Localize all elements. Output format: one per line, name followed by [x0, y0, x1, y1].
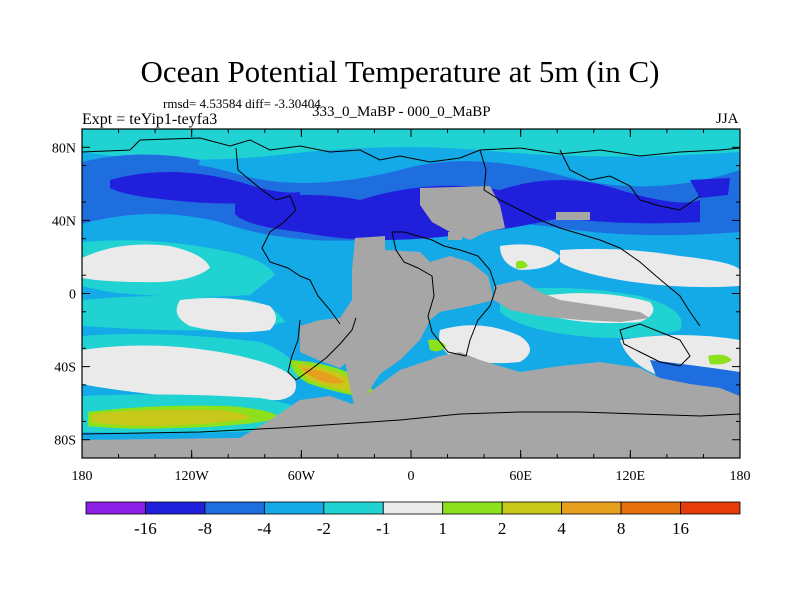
x-tick-label: 120E	[616, 469, 646, 484]
y-tick-label: 40S	[54, 361, 76, 376]
stats-label: rmsd= 4.53584 diff= -3.30404	[163, 96, 321, 111]
field-layer	[82, 129, 740, 458]
colorbar-label: -8	[198, 519, 212, 538]
colorbar-label: -16	[134, 519, 157, 538]
anomaly-region	[110, 171, 300, 204]
x-tick-label: 180	[72, 469, 93, 484]
coastline	[479, 149, 701, 327]
anomaly-region	[500, 244, 560, 270]
colorbar-label: 16	[672, 519, 689, 538]
anomaly-region	[302, 368, 344, 384]
coastline-overlay	[82, 137, 740, 435]
land-layer	[82, 186, 740, 458]
colorbar-swatch	[501, 501, 563, 515]
colorbar-label: -4	[257, 519, 272, 538]
anomaly-region	[428, 339, 446, 352]
colorbar-swatch	[561, 501, 622, 515]
anomaly-region	[82, 345, 296, 401]
colorbar-swatch	[323, 501, 384, 515]
land-mass	[300, 236, 494, 408]
coastline	[559, 149, 701, 211]
land-mass	[494, 280, 650, 322]
land-mass	[556, 212, 590, 220]
comparison-label: 333_0_MaBP - 000_0_MaBP	[312, 104, 491, 120]
y-tick-label: 0	[69, 288, 76, 303]
colorbar-swatch	[382, 501, 444, 515]
experiment-label: Expt = teYip1-teyfa3	[82, 111, 218, 128]
anomaly-region	[176, 298, 276, 333]
x-tick-label: 180	[730, 469, 751, 484]
y-tick-label: 80N	[52, 141, 76, 156]
chart-title: Ocean Potential Temperature at 5m (in C)	[140, 54, 660, 89]
colorbar-swatch	[204, 501, 265, 515]
land-mass	[82, 352, 740, 458]
colorbar: -16 -8 -4 -2 -1 1 2 4 8 16	[85, 501, 741, 538]
colorbar-swatch	[620, 501, 681, 515]
colorbar-swatch	[263, 501, 325, 515]
anomaly-region	[516, 260, 528, 269]
coastline	[619, 323, 691, 367]
coastline	[287, 317, 357, 381]
anomaly-region	[708, 354, 732, 365]
coastline	[82, 411, 740, 435]
anomaly-region	[82, 154, 200, 172]
colorbar-label: -2	[317, 519, 331, 538]
season-label: JJA	[716, 111, 739, 127]
x-tick-label: 60E	[509, 469, 532, 484]
x-tick-label: 120W	[175, 469, 210, 484]
colorbar-swatch	[145, 501, 206, 515]
coastline	[82, 137, 740, 163]
colorbar-swatch	[442, 501, 503, 515]
anomaly-region	[690, 178, 730, 198]
colorbar-label: 2	[498, 519, 507, 538]
colorbar-swatch	[85, 501, 146, 515]
anomaly-region	[92, 409, 250, 426]
colorbar-label: 4	[557, 519, 566, 538]
colorbar-label: -1	[376, 519, 390, 538]
y-tick-label: 40N	[52, 214, 76, 229]
x-axis: 180 120W 60W 0 60E 120E 180	[72, 129, 751, 484]
colorbar-label: 1	[438, 519, 447, 538]
land-mass	[300, 326, 350, 368]
coastline	[391, 231, 497, 357]
colorbar-label: 8	[617, 519, 626, 538]
y-axis: 80N 40N 0 40S 80S	[52, 128, 740, 459]
colorbar-swatch	[680, 501, 741, 515]
anomaly-region	[560, 248, 740, 288]
coastline	[235, 147, 341, 325]
land-mass	[420, 186, 505, 240]
anomaly-region	[82, 244, 210, 283]
y-tick-label: 80S	[54, 434, 76, 449]
land-mass	[448, 232, 462, 240]
x-tick-label: 0	[408, 469, 415, 484]
x-tick-label: 60W	[288, 469, 316, 484]
